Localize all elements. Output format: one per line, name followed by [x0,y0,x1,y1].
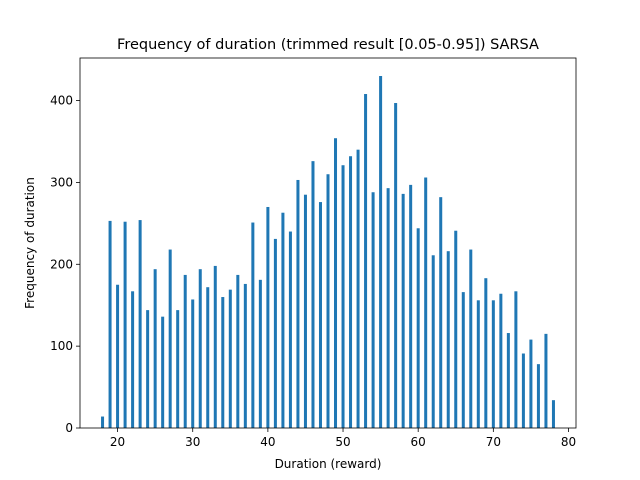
bar [334,138,338,428]
y-axis-label: Frequency of duration [23,177,37,309]
y-axis-ticks: 0 100 200 300 400 [50,94,80,435]
bar [446,251,450,428]
bar [168,249,172,428]
bar [198,269,202,428]
bar [221,297,225,428]
bar [454,230,458,428]
x-tick-label: 60 [411,435,426,449]
bar [431,255,435,428]
bar [356,149,360,428]
bar [236,274,240,428]
bar [469,249,473,428]
x-tick-label: 70 [486,435,501,449]
bar [371,192,375,428]
bar [394,103,398,429]
bar [529,339,533,428]
bar [499,293,503,428]
bar [476,300,480,428]
x-tick-label: 30 [185,435,200,449]
bar [318,202,322,428]
bar [146,310,150,428]
bar [401,193,405,428]
x-tick-label: 40 [260,435,275,449]
bar [424,177,428,428]
bar [551,400,555,428]
bar [364,94,368,429]
y-tick-label: 200 [50,257,73,271]
bars-group [101,76,555,429]
bar [123,221,127,428]
bar [161,316,165,428]
x-axis-label: Duration (reward) [275,457,382,471]
bar [326,174,330,428]
bar [288,231,292,428]
bar [258,279,262,428]
x-tick-label: 20 [110,435,125,449]
y-tick-label: 300 [50,175,73,189]
bar [273,238,277,428]
bar [243,283,247,428]
bar [101,416,105,428]
bar [349,156,353,429]
bar [228,289,232,428]
plot-frame [79,57,577,429]
bar [506,333,510,428]
bar [176,310,180,428]
bar [514,291,518,428]
bar [341,165,345,429]
bar [311,161,315,428]
bar [439,197,443,428]
bar [536,364,540,428]
bar [379,76,383,428]
bar [461,292,465,428]
bar [296,179,300,428]
bar [266,206,270,428]
y-tick-label: 0 [65,421,73,435]
bar [251,222,255,428]
bar [108,220,112,428]
x-axis-ticks: 20 30 40 50 60 70 80 [110,428,576,449]
bar [281,212,285,428]
bar [544,333,548,428]
y-tick-label: 100 [50,339,73,353]
x-tick-label: 50 [335,435,350,449]
bar [303,194,307,428]
bar [191,299,195,428]
bar [521,353,525,428]
bar [131,291,135,428]
bar [206,287,210,428]
bar [386,188,390,428]
bar [138,220,142,428]
bar [484,278,488,428]
bar [153,269,157,428]
y-tick-label: 400 [50,94,73,108]
bar [213,265,217,428]
bar [183,274,187,428]
bar [491,300,495,428]
bar [409,184,413,428]
x-tick-label: 80 [561,435,576,449]
chart-title: Frequency of duration (trimmed result [0… [117,37,539,53]
bar [116,284,120,428]
bar [416,228,420,428]
